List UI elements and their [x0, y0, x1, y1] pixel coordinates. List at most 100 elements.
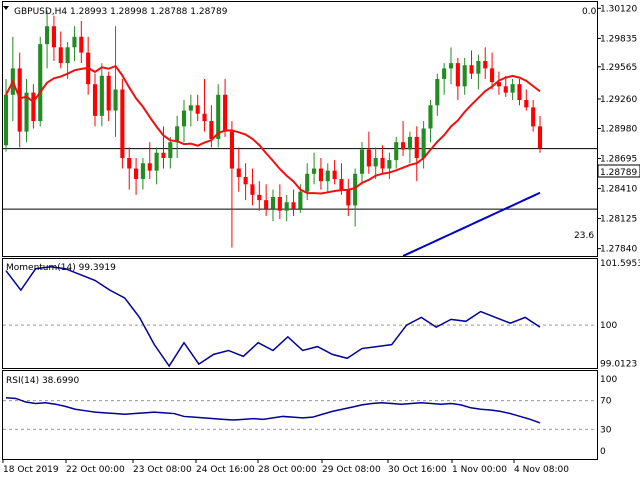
candle	[24, 78, 29, 143]
candle	[3, 78, 9, 152]
candle	[483, 47, 488, 79]
candle	[140, 157, 145, 190]
time-tick-label: 23 Oct 08:00	[133, 465, 192, 475]
candle	[373, 147, 378, 180]
candle	[394, 136, 399, 169]
time-tick-label: 4 Nov 08:00	[514, 465, 569, 475]
candle	[510, 78, 515, 101]
candle	[79, 20, 84, 64]
candle-body	[45, 26, 50, 45]
candle-body	[510, 84, 515, 93]
candle	[45, 10, 50, 69]
candle-body	[264, 200, 269, 209]
candle-body	[270, 196, 276, 209]
momentum-tick-label: 100	[600, 321, 617, 331]
candle-body	[24, 92, 29, 132]
candle-body	[216, 94, 221, 140]
candle-body	[181, 110, 187, 127]
candle-body	[17, 68, 22, 132]
candle-body	[72, 36, 77, 48]
candle	[318, 157, 323, 190]
candle	[401, 121, 406, 156]
candle	[476, 54, 481, 90]
candlestick-series	[3, 10, 543, 248]
candle-body	[31, 92, 36, 122]
rsi-line	[5, 396, 541, 424]
candle	[236, 147, 241, 192]
candle-body	[298, 191, 303, 209]
candle-body	[517, 84, 522, 101]
candle-body	[188, 105, 193, 111]
top-right-value: 0.0	[582, 7, 597, 17]
candle	[407, 131, 412, 164]
candle	[147, 142, 152, 180]
candle	[524, 89, 529, 111]
candle	[455, 57, 460, 101]
candle	[195, 94, 200, 122]
sma-line	[5, 64, 541, 195]
symbol-header: GBPUSD,H4 1.28993 1.28998 1.28788 1.2878…	[14, 7, 228, 17]
candle-body	[366, 149, 371, 167]
candle-body	[243, 176, 248, 185]
candle-body	[113, 89, 118, 111]
time-tick-label: 1 Nov 00:00	[452, 465, 507, 475]
candle	[257, 181, 262, 211]
candle	[243, 163, 248, 201]
candle	[428, 100, 433, 143]
candle	[270, 189, 276, 222]
candle-body	[325, 170, 330, 182]
candle	[325, 163, 330, 192]
last-price-label: 1.28789	[600, 168, 637, 178]
candle	[168, 136, 173, 169]
momentum-title: Momentum(14) 99.3919	[6, 263, 116, 273]
candle	[277, 184, 282, 220]
chevron-down-icon[interactable]	[3, 6, 9, 10]
candle-body	[305, 173, 310, 192]
candle	[92, 73, 98, 127]
candle	[421, 121, 426, 169]
candle-body	[373, 157, 378, 167]
candle	[106, 71, 111, 122]
candle-body	[127, 157, 132, 169]
rsi-indicator: 100 70 30 0	[3, 375, 617, 457]
candle-body	[99, 75, 104, 116]
candle-body	[277, 196, 282, 211]
candle-body	[38, 44, 43, 122]
candle	[175, 115, 180, 158]
candle-body	[312, 168, 317, 174]
candle-body	[353, 173, 358, 206]
candle-body	[483, 61, 488, 69]
candle-body	[346, 189, 351, 206]
candle-body	[65, 47, 70, 64]
candle-body	[79, 36, 84, 53]
candle-body	[175, 126, 180, 143]
candle	[134, 157, 139, 195]
candle	[250, 168, 255, 206]
candle-body	[476, 61, 481, 74]
candle	[202, 78, 207, 132]
candle-body	[223, 94, 228, 132]
price-tick-label: 1.28980	[600, 124, 637, 134]
candle	[72, 26, 77, 62]
candle-body	[284, 202, 289, 211]
candle-body	[92, 84, 98, 116]
candle-body	[503, 86, 508, 93]
candle-body	[401, 142, 406, 150]
candle-body	[250, 184, 255, 195]
candle	[216, 84, 221, 148]
candle-body	[339, 179, 344, 190]
rsi-title: RSI(14) 38.6990	[6, 376, 79, 386]
candle-body	[332, 170, 337, 180]
price-tick-label: 1.28695	[600, 155, 637, 165]
candle-body	[147, 163, 152, 171]
price-tick-label: 1.30120	[600, 4, 637, 14]
candle-body	[291, 202, 296, 209]
candle	[366, 131, 371, 174]
candle-body	[195, 105, 200, 114]
candle-body	[531, 107, 536, 127]
candle	[414, 126, 419, 182]
candle	[17, 52, 22, 148]
candle	[312, 152, 317, 185]
candle-body	[448, 63, 454, 69]
